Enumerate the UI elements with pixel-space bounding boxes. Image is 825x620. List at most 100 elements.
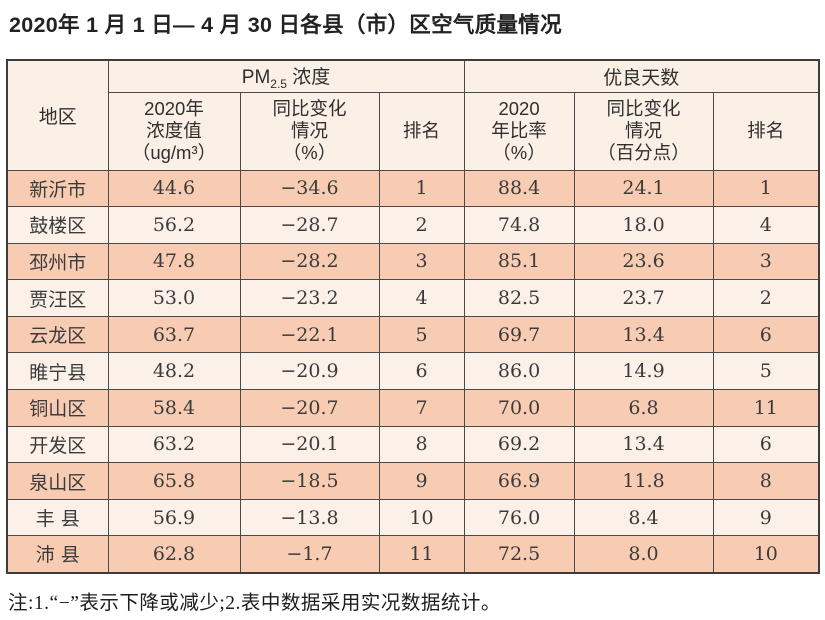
table-row: 开发区 63.2 −20.1 8 69.2 13.4 6 — [6, 425, 820, 464]
good-change-cell: 24.1 — [573, 169, 714, 208]
footnote: 注:1.“−”表示下降或减少;2.表中数据采用实况数据统计。 — [8, 593, 501, 614]
pm-rank-cell: 10 — [378, 498, 465, 537]
pm-rank-cell: 11 — [378, 535, 465, 574]
good-change-cell: 18.0 — [573, 206, 714, 244]
pm-rank-cell: 2 — [378, 206, 465, 244]
table-row: 沛 县 62.8 −1.7 11 72.5 8.0 10 — [6, 535, 820, 574]
pm25-label: PM — [241, 66, 271, 88]
pm-change-cell: −20.9 — [239, 352, 380, 391]
header-region: 地区 — [6, 59, 109, 171]
good-rank-cell: 8 — [712, 462, 820, 500]
pm-rank-cell: 6 — [378, 352, 465, 391]
pm-change-cell: −13.8 — [239, 498, 380, 537]
table-row: 丰 县 56.9 −13.8 10 76.0 8.4 9 — [6, 498, 820, 537]
header-good-rate: 2020 年比率 （%） — [463, 91, 575, 171]
pm-value-cell: 56.2 — [107, 206, 241, 244]
table-row: 贾汪区 53.0 −23.2 4 82.5 23.7 2 — [6, 279, 820, 317]
good-rank-cell: 4 — [712, 206, 820, 244]
region-cell: 开发区 — [6, 425, 109, 464]
table-row: 睢宁县 48.2 −20.9 6 86.0 14.9 5 — [6, 352, 820, 391]
pm-change-cell: −28.7 — [239, 206, 380, 244]
good-rate-cell: 66.9 — [463, 462, 575, 500]
table-row: 新沂市 44.6 −34.6 1 88.4 24.1 1 — [6, 169, 820, 208]
pm-rank-cell: 1 — [378, 169, 465, 208]
header-group-row: 地区 PM2.5 浓度 优良天数 — [6, 59, 820, 171]
good-rank-cell: 6 — [712, 425, 820, 464]
pm-rank-cell: 8 — [378, 425, 465, 464]
pm-change-cell: −20.7 — [239, 389, 380, 427]
header-pm25-group: PM2.5 浓度 — [107, 59, 465, 93]
pm-rank-cell: 7 — [378, 389, 465, 427]
pm-change-cell: −34.6 — [239, 169, 380, 208]
region-cell: 鼓楼区 — [6, 206, 109, 244]
pm25-label-suffix: 浓度 — [286, 66, 331, 88]
good-rate-cell: 88.4 — [463, 169, 575, 208]
good-change-cell: 23.7 — [573, 279, 714, 317]
good-rate-cell: 69.2 — [463, 425, 575, 464]
good-rank-cell: 5 — [712, 352, 820, 391]
pm25-subscript: 2.5 — [270, 76, 287, 91]
air-quality-table: 地区 PM2.5 浓度 优良天数 2020年 浓度值 （ug/m³） 同比变化 … — [6, 59, 821, 574]
region-cell: 贾汪区 — [6, 279, 109, 317]
table-row: 云龙区 63.7 −22.1 5 69.7 13.4 6 — [6, 315, 820, 354]
good-rank-cell: 6 — [712, 315, 820, 354]
header-good-change: 同比变化 情况 （百分点） — [573, 91, 714, 171]
pm-value-cell: 58.4 — [107, 389, 241, 427]
region-cell: 沛 县 — [6, 535, 109, 574]
good-rate-cell: 70.0 — [463, 389, 575, 427]
region-cell: 睢宁县 — [6, 352, 109, 391]
pm-change-cell: −22.1 — [239, 315, 380, 354]
pm-rank-cell: 5 — [378, 315, 465, 354]
good-rate-cell: 82.5 — [463, 279, 575, 317]
region-cell: 丰 县 — [6, 498, 109, 537]
pm-value-cell: 65.8 — [107, 462, 241, 500]
pm-change-cell: −23.2 — [239, 279, 380, 317]
good-rank-cell: 9 — [712, 498, 820, 537]
pm-value-cell: 56.9 — [107, 498, 241, 537]
good-rate-cell: 86.0 — [463, 352, 575, 391]
header-sub-row: 2020年 浓度值 （ug/m³） 同比变化 情况 （%） 排名 2020 年比… — [7, 91, 820, 171]
table-row: 铜山区 58.4 −20.7 7 70.0 6.8 11 — [6, 389, 820, 427]
header-pm-value: 2020年 浓度值 （ug/m³） — [107, 91, 241, 171]
pm-value-cell: 44.6 — [107, 169, 241, 208]
pm-value-cell: 47.8 — [107, 242, 241, 281]
good-rate-cell: 69.7 — [463, 315, 575, 354]
table-row: 鼓楼区 56.2 −28.7 2 74.8 18.0 4 — [6, 206, 820, 244]
good-change-cell: 14.9 — [573, 352, 714, 391]
table-row: 邳州市 47.8 −28.2 3 85.1 23.6 3 — [6, 242, 820, 281]
good-change-cell: 23.6 — [573, 242, 714, 281]
good-rank-cell: 10 — [712, 535, 820, 574]
header-good-rank: 排名 — [712, 91, 820, 171]
good-change-cell: 6.8 — [573, 389, 714, 427]
good-change-cell: 13.4 — [573, 425, 714, 464]
pm-value-cell: 63.7 — [107, 315, 241, 354]
good-rank-cell: 3 — [712, 242, 820, 281]
good-change-cell: 13.4 — [573, 315, 714, 354]
good-rate-cell: 74.8 — [463, 206, 575, 244]
region-cell: 铜山区 — [6, 389, 109, 427]
good-rate-cell: 85.1 — [463, 242, 575, 281]
pm-rank-cell: 4 — [378, 279, 465, 317]
table-row: 泉山区 65.8 −18.5 9 66.9 11.8 8 — [6, 462, 820, 500]
good-rank-cell: 11 — [712, 389, 820, 427]
good-rank-cell: 2 — [712, 279, 820, 317]
pm-change-cell: −28.2 — [239, 242, 380, 281]
good-change-cell: 8.0 — [573, 535, 714, 574]
pm-value-cell: 62.8 — [107, 535, 241, 574]
header-good-days-group: 优良天数 — [463, 59, 820, 93]
good-rank-cell: 1 — [712, 169, 820, 208]
pm-change-cell: −20.1 — [239, 425, 380, 464]
region-cell: 邳州市 — [6, 242, 109, 281]
pm-change-cell: −18.5 — [239, 462, 380, 500]
pm-rank-cell: 3 — [378, 242, 465, 281]
region-cell: 泉山区 — [6, 462, 109, 500]
good-rate-cell: 76.0 — [463, 498, 575, 537]
header-pm-rank: 排名 — [378, 91, 465, 171]
good-change-cell: 8.4 — [573, 498, 714, 537]
pm-value-cell: 53.0 — [107, 279, 241, 317]
good-change-cell: 11.8 — [573, 462, 714, 500]
region-cell: 新沂市 — [6, 169, 109, 208]
pm-change-cell: −1.7 — [239, 535, 380, 574]
pm-value-cell: 48.2 — [107, 352, 241, 391]
pm-value-cell: 63.2 — [107, 425, 241, 464]
